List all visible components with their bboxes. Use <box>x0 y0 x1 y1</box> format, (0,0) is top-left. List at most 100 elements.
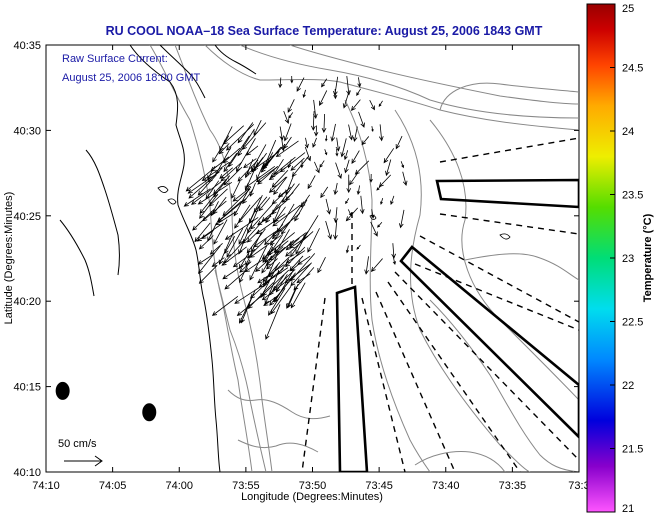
y-tick-label: 40:20 <box>13 296 41 308</box>
current-vector <box>288 112 294 119</box>
current-vector <box>277 187 291 198</box>
current-label-line2: August 25, 2006 18:00 GMT <box>62 72 200 84</box>
current-vector <box>217 200 242 223</box>
current-vector <box>243 158 257 169</box>
current-vector <box>201 229 214 240</box>
current-vector <box>352 126 358 143</box>
current-vector <box>269 233 280 246</box>
current-vector <box>275 140 299 158</box>
current-vector <box>369 174 373 183</box>
station-marker <box>142 403 157 422</box>
current-vector <box>307 228 320 253</box>
current-vector <box>385 159 392 177</box>
current-vector <box>285 183 300 202</box>
map-layer <box>55 45 579 472</box>
current-vector <box>224 236 236 255</box>
current-vector <box>268 176 287 193</box>
colorbar-tick-label: 24 <box>622 126 634 138</box>
current-vector <box>192 208 215 231</box>
current-vector <box>219 167 234 179</box>
small-contours <box>157 186 511 240</box>
colorbar-label: Temperature (°C) <box>642 213 654 302</box>
current-vector <box>209 243 223 255</box>
current-vector <box>344 159 350 174</box>
current-vector <box>346 75 351 96</box>
current-vector <box>314 161 320 174</box>
colorbar-tick-label: 25 <box>622 3 634 15</box>
current-vector <box>238 227 251 255</box>
y-axis: 40:35 40:30 40:25 40:20 40:15 40:10 <box>13 40 579 479</box>
current-vector <box>335 162 342 180</box>
current-vector <box>213 219 228 245</box>
current-vector <box>205 180 220 200</box>
current-vector <box>283 123 292 142</box>
current-vector <box>236 138 256 172</box>
colorbar-tick-label: 23 <box>622 253 634 265</box>
current-vector <box>370 221 378 237</box>
x-tick-label: 74:05 <box>99 480 127 492</box>
current-vector <box>356 244 361 250</box>
current-label-line1: Raw Surface Current: <box>62 53 168 65</box>
current-vector <box>351 150 360 165</box>
current-vector <box>402 171 408 186</box>
station-markers <box>55 381 157 422</box>
x-tick-label: 73:50 <box>299 480 327 492</box>
current-vector <box>223 166 243 186</box>
colorbar-tick-label: 21.5 <box>622 444 643 456</box>
current-vector <box>223 152 238 173</box>
x-tick-label: 73:3 <box>568 480 589 492</box>
current-vector <box>300 194 311 208</box>
current-vector <box>268 256 290 278</box>
current-vector <box>257 264 285 284</box>
current-vector <box>350 99 361 112</box>
current-vector <box>272 205 282 224</box>
current-vector <box>283 110 290 124</box>
current-vector <box>295 231 308 255</box>
current-vector <box>226 228 244 258</box>
current-vector <box>255 246 284 272</box>
y-tick-label: 40:25 <box>13 211 41 223</box>
current-vector <box>380 197 384 205</box>
current-vector <box>321 78 328 88</box>
current-vector <box>319 160 325 168</box>
current-vector <box>231 180 241 199</box>
current-vector <box>244 257 266 273</box>
current-vector <box>335 148 339 157</box>
current-vector <box>378 100 383 107</box>
current-vector <box>238 250 251 270</box>
current-vector <box>342 90 350 109</box>
current-vector <box>290 253 316 282</box>
current-vector <box>264 270 280 305</box>
current-vector <box>287 159 292 169</box>
current-vector <box>287 99 295 113</box>
current-vector <box>319 90 328 107</box>
current-vector <box>296 273 311 284</box>
current-vector <box>240 289 256 324</box>
current-vector <box>199 193 219 219</box>
current-vector <box>212 196 227 215</box>
current-vector <box>265 232 295 257</box>
current-vector <box>197 174 217 196</box>
current-vector <box>211 257 225 267</box>
current-vector <box>300 159 304 169</box>
current-vector <box>244 158 254 179</box>
current-vector <box>194 222 211 243</box>
colorbar-tick-label: 23.5 <box>622 190 643 202</box>
scale-label: 50 cm/s <box>58 438 97 450</box>
current-vector <box>281 201 305 235</box>
current-vector <box>225 124 254 151</box>
current-vector <box>232 186 252 202</box>
current-vector <box>302 89 306 98</box>
current-vector <box>369 100 375 111</box>
current-vector <box>293 267 315 291</box>
current-vector <box>257 165 279 185</box>
current-vector <box>224 270 247 290</box>
current-vector <box>197 253 215 265</box>
current-vector <box>320 186 329 199</box>
current-vector <box>391 243 397 259</box>
current-vector <box>358 111 365 128</box>
current-vector <box>197 245 221 274</box>
colorbar-ticks: 25 24.5 24 23.5 23 22.5 22 21.5 21 <box>610 3 643 515</box>
colorbar-tick-label: 24.5 <box>622 63 643 75</box>
current-vector <box>273 158 284 176</box>
